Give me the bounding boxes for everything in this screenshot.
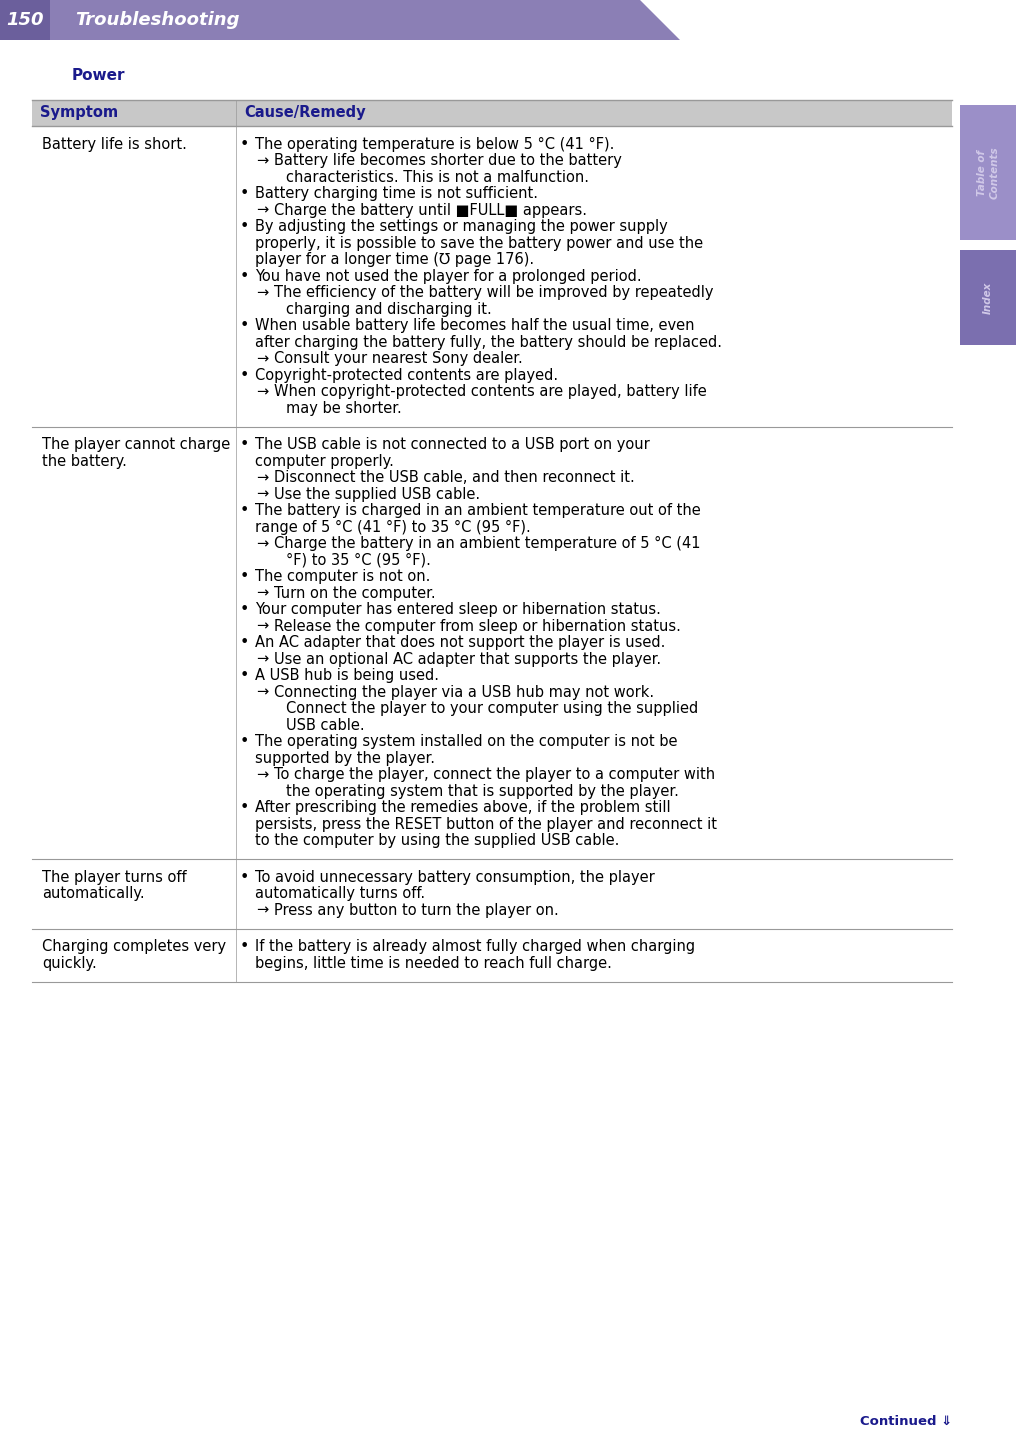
Text: Your computer has entered sleep or hibernation status.: Your computer has entered sleep or hiber… xyxy=(255,602,660,617)
Text: →: → xyxy=(256,903,268,917)
Text: →: → xyxy=(256,486,268,502)
Text: →: → xyxy=(256,385,268,399)
Text: •: • xyxy=(240,869,249,885)
Text: To charge the player, connect the player to a computer with: To charge the player, connect the player… xyxy=(274,768,715,782)
Text: The player turns off: The player turns off xyxy=(42,869,187,885)
Text: The USB cable is not connected to a USB port on your: The USB cable is not connected to a USB … xyxy=(255,437,650,453)
Text: characteristics. This is not a malfunction.: characteristics. This is not a malfuncti… xyxy=(285,170,589,184)
Text: °F) to 35 °C (95 °F).: °F) to 35 °C (95 °F). xyxy=(285,553,431,567)
Text: After prescribing the remedies above, if the problem still: After prescribing the remedies above, if… xyxy=(255,801,671,815)
Text: the battery.: the battery. xyxy=(42,454,127,469)
Text: The efficiency of the battery will be improved by repeatedly: The efficiency of the battery will be im… xyxy=(274,286,713,300)
Text: player for a longer time (℧ page 176).: player for a longer time (℧ page 176). xyxy=(255,252,534,267)
Text: The operating system installed on the computer is not be: The operating system installed on the co… xyxy=(255,734,678,749)
Text: •: • xyxy=(240,318,249,334)
Text: Consult your nearest Sony dealer.: Consult your nearest Sony dealer. xyxy=(274,351,523,366)
Text: When copyright-protected contents are played, battery life: When copyright-protected contents are pl… xyxy=(274,385,707,399)
Text: Charging completes very: Charging completes very xyxy=(42,939,227,955)
Text: →: → xyxy=(256,618,268,634)
Text: charging and discharging it.: charging and discharging it. xyxy=(285,302,492,316)
Text: →: → xyxy=(256,685,268,699)
Text: •: • xyxy=(240,367,249,383)
Text: automatically.: automatically. xyxy=(42,887,144,901)
Text: •: • xyxy=(240,219,249,234)
Text: →: → xyxy=(256,651,268,667)
Text: properly, it is possible to save the battery power and use the: properly, it is possible to save the bat… xyxy=(255,235,703,251)
Text: •: • xyxy=(240,503,249,518)
Text: automatically turns off.: automatically turns off. xyxy=(255,887,425,901)
Text: →: → xyxy=(256,537,268,551)
Text: Connect the player to your computer using the supplied: Connect the player to your computer usin… xyxy=(285,701,698,717)
Text: •: • xyxy=(240,268,249,284)
Text: The player cannot charge: The player cannot charge xyxy=(42,437,231,453)
Text: Index: Index xyxy=(983,281,993,313)
Text: 150: 150 xyxy=(6,12,44,29)
Text: Release the computer from sleep or hibernation status.: Release the computer from sleep or hiber… xyxy=(274,618,681,634)
Text: If the battery is already almost fully charged when charging: If the battery is already almost fully c… xyxy=(255,939,695,955)
Text: after charging the battery fully, the battery should be replaced.: after charging the battery fully, the ba… xyxy=(255,335,722,350)
Text: begins, little time is needed to reach full charge.: begins, little time is needed to reach f… xyxy=(255,956,612,971)
Text: The battery is charged in an ambient temperature out of the: The battery is charged in an ambient tem… xyxy=(255,503,701,518)
Text: •: • xyxy=(240,186,249,202)
Text: Troubleshooting: Troubleshooting xyxy=(75,12,240,29)
Text: →: → xyxy=(256,470,268,485)
Text: Connecting the player via a USB hub may not work.: Connecting the player via a USB hub may … xyxy=(274,685,654,699)
Text: Charge the battery until ■FULL■ appears.: Charge the battery until ■FULL■ appears. xyxy=(274,203,587,218)
Text: Symptom: Symptom xyxy=(40,106,118,120)
Text: →: → xyxy=(256,586,268,601)
Text: The operating temperature is below 5 °C (41 °F).: The operating temperature is below 5 °C … xyxy=(255,136,615,152)
Text: •: • xyxy=(240,602,249,617)
Bar xyxy=(960,250,1016,345)
Text: •: • xyxy=(240,437,249,453)
Text: Copyright-protected contents are played.: Copyright-protected contents are played. xyxy=(255,367,558,383)
Text: range of 5 °C (41 °F) to 35 °C (95 °F).: range of 5 °C (41 °F) to 35 °C (95 °F). xyxy=(255,519,530,535)
Text: →: → xyxy=(256,286,268,300)
Text: Cause/Remedy: Cause/Remedy xyxy=(244,106,366,120)
Text: A USB hub is being used.: A USB hub is being used. xyxy=(255,669,439,683)
Text: may be shorter.: may be shorter. xyxy=(285,400,401,416)
Text: An AC adapter that does not support the player is used.: An AC adapter that does not support the … xyxy=(255,636,665,650)
Text: The computer is not on.: The computer is not on. xyxy=(255,569,431,585)
Bar xyxy=(960,104,1016,239)
Text: You have not used the player for a prolonged period.: You have not used the player for a prolo… xyxy=(255,268,642,284)
Text: USB cable.: USB cable. xyxy=(285,718,365,733)
Text: supported by the player.: supported by the player. xyxy=(255,750,435,766)
Text: Press any button to turn the player on.: Press any button to turn the player on. xyxy=(274,903,559,917)
Text: •: • xyxy=(240,734,249,749)
Text: Table of
Contents: Table of Contents xyxy=(976,147,999,199)
Text: computer properly.: computer properly. xyxy=(255,454,394,469)
Bar xyxy=(31,100,952,126)
Text: Disconnect the USB cable, and then reconnect it.: Disconnect the USB cable, and then recon… xyxy=(274,470,635,485)
Text: •: • xyxy=(240,801,249,815)
Text: When usable battery life becomes half the usual time, even: When usable battery life becomes half th… xyxy=(255,318,695,334)
Text: •: • xyxy=(240,669,249,683)
Text: →: → xyxy=(256,154,268,168)
Text: Battery charging time is not sufficient.: Battery charging time is not sufficient. xyxy=(255,186,538,202)
Text: the operating system that is supported by the player.: the operating system that is supported b… xyxy=(285,784,679,798)
Polygon shape xyxy=(0,0,50,41)
Text: Charge the battery in an ambient temperature of 5 °C (41: Charge the battery in an ambient tempera… xyxy=(274,537,700,551)
Text: Battery life is short.: Battery life is short. xyxy=(42,136,187,152)
Text: quickly.: quickly. xyxy=(42,956,97,971)
Text: Use an optional AC adapter that supports the player.: Use an optional AC adapter that supports… xyxy=(274,651,661,667)
Text: By adjusting the settings or managing the power supply: By adjusting the settings or managing th… xyxy=(255,219,668,234)
Text: →: → xyxy=(256,203,268,218)
Text: To avoid unnecessary battery consumption, the player: To avoid unnecessary battery consumption… xyxy=(255,869,654,885)
Text: •: • xyxy=(240,636,249,650)
Text: Use the supplied USB cable.: Use the supplied USB cable. xyxy=(274,486,481,502)
Polygon shape xyxy=(0,0,680,41)
Text: Continued ⇓: Continued ⇓ xyxy=(860,1415,952,1428)
Text: Power: Power xyxy=(72,68,126,83)
Text: •: • xyxy=(240,136,249,152)
Text: →: → xyxy=(256,768,268,782)
Text: Battery life becomes shorter due to the battery: Battery life becomes shorter due to the … xyxy=(274,154,622,168)
Text: →: → xyxy=(256,351,268,366)
Text: to the computer by using the supplied USB cable.: to the computer by using the supplied US… xyxy=(255,833,620,849)
Text: Turn on the computer.: Turn on the computer. xyxy=(274,586,436,601)
Text: •: • xyxy=(240,569,249,585)
Text: •: • xyxy=(240,939,249,955)
Text: persists, press the RESET button of the player and reconnect it: persists, press the RESET button of the … xyxy=(255,817,717,831)
